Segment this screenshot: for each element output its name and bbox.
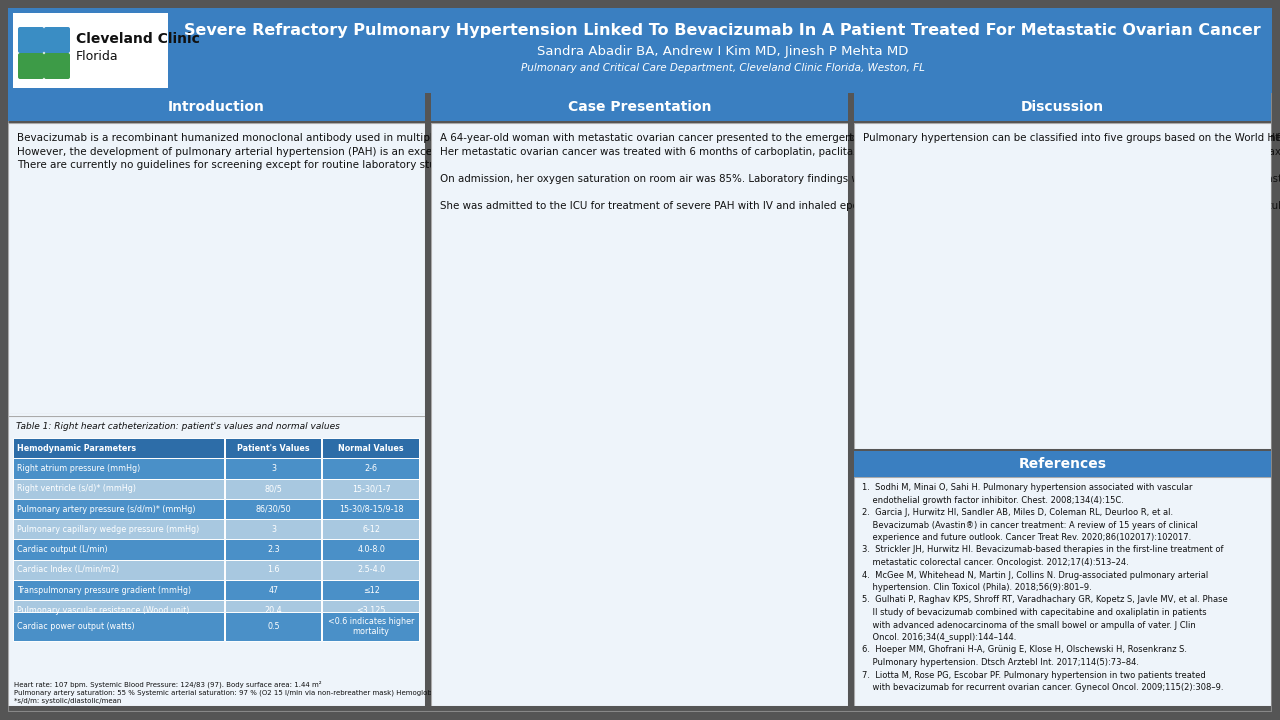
Bar [13,559,224,580]
Text: Bevacizumab is a recombinant humanized monoclonal antibody used in multiple canc: Bevacizumab is a recombinant humanized m… [17,133,1280,170]
Bar [225,479,321,499]
Text: 20.4: 20.4 [265,606,283,615]
Bar [323,559,419,580]
FancyBboxPatch shape [18,27,44,53]
Bar [225,459,321,479]
Text: Pulmonary artery pressure (s/d/m)* (mmHg): Pulmonary artery pressure (s/d/m)* (mmHg… [17,505,196,513]
Bar [323,459,419,479]
Text: Heart rate: 107 bpm. Systemic Blood Pressure: 124/83 (97). Body surface area: 1.: Heart rate: 107 bpm. Systemic Blood Pres… [14,680,474,704]
Text: 6-12: 6-12 [362,525,380,534]
Bar [323,600,419,621]
Text: <0.6 indicates higher
mortality: <0.6 indicates higher mortality [328,617,415,636]
Text: Hemodynamic Parameters: Hemodynamic Parameters [17,444,136,453]
Text: 2.5-4.0: 2.5-4.0 [357,565,385,575]
Text: Normal Values: Normal Values [338,444,404,453]
Bar [13,539,224,559]
Bar [323,438,419,459]
Bar [323,499,419,519]
Bar [13,13,168,88]
FancyBboxPatch shape [18,53,44,79]
Text: 3: 3 [271,464,276,473]
Text: Bevacizumab is a recombinant humanized monoclonal antibody used in multiple canc: Bevacizumab is a recombinant humanized m… [17,133,1280,170]
Bar [323,539,419,559]
Text: Sandra Abadir BA, Andrew I Kim MD, Jinesh P Mehta MD: Sandra Abadir BA, Andrew I Kim MD, Jines… [536,45,909,58]
Bar [13,459,224,479]
Bar [323,613,419,641]
Bar [225,559,321,580]
Bar [13,613,224,641]
Text: 1.  Sodhi M, Minai O, Sahi H. Pulmonary hypertension associated with vascular
  : 1. Sodhi M, Minai O, Sahi H. Pulmonary h… [861,483,1228,692]
Text: 47: 47 [269,585,279,595]
Text: Case Presentation: Case Presentation [568,100,712,114]
Text: Patient's Values: Patient's Values [237,444,310,453]
Bar [13,499,224,519]
Text: 1.6: 1.6 [268,565,280,575]
Text: Cardiac power output (watts): Cardiac power output (watts) [17,622,134,631]
Text: 2-6: 2-6 [365,464,378,473]
Text: Cardiac Index (L/min/m2): Cardiac Index (L/min/m2) [17,565,119,575]
Text: Right ventricle (s/d)* (mmHg): Right ventricle (s/d)* (mmHg) [17,485,136,493]
FancyBboxPatch shape [44,53,70,79]
Text: Pulmonary and Critical Care Department, Cleveland Clinic Florida, Weston, FL: Pulmonary and Critical Care Department, … [521,63,924,73]
Bar [225,499,321,519]
Bar [225,580,321,600]
Bar [13,438,224,459]
Bar [225,438,321,459]
Text: Pulmonary capillary wedge pressure (mmHg): Pulmonary capillary wedge pressure (mmHg… [17,525,200,534]
Text: 3: 3 [271,525,276,534]
Text: A 64-year-old woman with metastatic ovarian cancer presented to the emergency de: A 64-year-old woman with metastatic ovar… [440,133,1280,211]
Bar [225,539,321,559]
Bar [13,580,224,600]
Text: 15-30/1-7: 15-30/1-7 [352,485,390,493]
Text: Right atrium pressure (mmHg): Right atrium pressure (mmHg) [17,464,141,473]
Text: ≤12: ≤12 [362,585,380,595]
Text: Transpulmonary pressure gradient (mmHg): Transpulmonary pressure gradient (mmHg) [17,585,191,595]
Text: 2.3: 2.3 [268,545,280,554]
Text: 15-30/8-15/9-18: 15-30/8-15/9-18 [339,505,403,513]
Bar [13,479,224,499]
Text: Table 1: Right heart catheterization: patient's values and normal values: Table 1: Right heart catheterization: pa… [15,422,340,431]
Bar [323,519,419,539]
Text: 4.0-8.0: 4.0-8.0 [357,545,385,554]
Text: Florida: Florida [76,50,119,63]
Text: Discussion: Discussion [1021,100,1105,114]
Bar [323,479,419,499]
Bar [13,600,224,621]
Bar [225,613,321,641]
Text: References: References [1019,457,1106,471]
Bar [225,600,321,621]
Bar [225,519,321,539]
Bar [323,580,419,600]
Text: 0.5: 0.5 [268,622,280,631]
Text: Pulmonary vascular resistance (Wood unit): Pulmonary vascular resistance (Wood unit… [17,606,189,615]
Text: Pulmonary hypertension can be classified into five groups based on the World Hea: Pulmonary hypertension can be classified… [863,133,1280,143]
Text: 80/5: 80/5 [265,485,283,493]
Text: <3.125: <3.125 [356,606,385,615]
Text: Severe Refractory Pulmonary Hypertension Linked To Bevacizumab In A Patient Trea: Severe Refractory Pulmonary Hypertension… [184,24,1261,38]
FancyBboxPatch shape [44,27,70,53]
Text: Cleveland Clinic: Cleveland Clinic [76,32,200,46]
Bar [13,519,224,539]
Text: Cardiac output (L/min): Cardiac output (L/min) [17,545,108,554]
Text: Introduction: Introduction [168,100,265,114]
Text: 86/30/50: 86/30/50 [256,505,292,513]
